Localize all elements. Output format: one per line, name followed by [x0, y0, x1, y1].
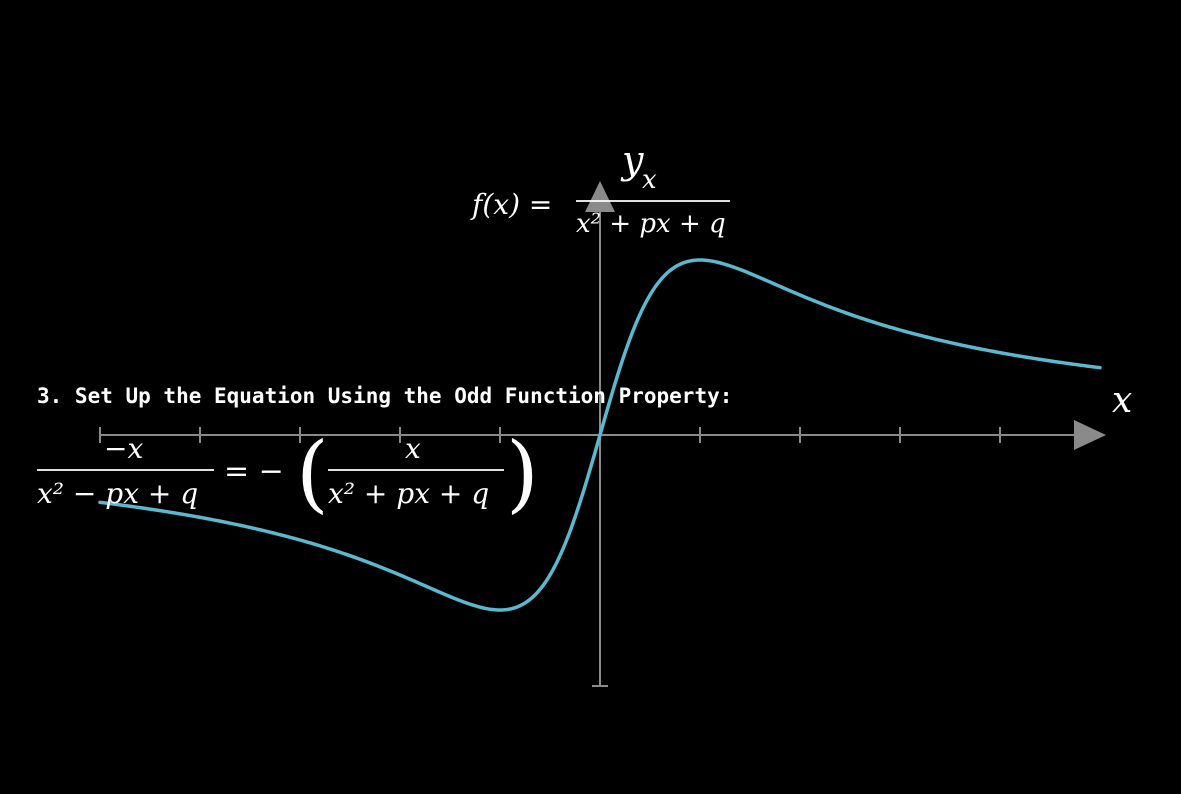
formula-numerator: x: [642, 165, 657, 195]
step-heading: 3. Set Up the Equation Using the Odd Fun…: [37, 384, 732, 408]
function-formula: f(x) = x x² + px + q: [470, 165, 730, 239]
odd-function-equation: −x x² − px + q = − ( x x² + px + q ): [37, 424, 539, 522]
open-paren: (: [296, 424, 329, 522]
right-numerator: x: [405, 432, 421, 465]
y-axis-arrow-icon: [585, 181, 615, 212]
right-denominator: x² + px + q: [328, 477, 489, 510]
x-axis-ticks: [99, 427, 1001, 443]
equals-minus: = −: [224, 454, 284, 489]
formula-lhs: f(x) =: [470, 188, 552, 221]
left-denominator: x² − px + q: [37, 477, 198, 510]
x-axis-label: x: [1112, 380, 1132, 421]
y-axis-label: y: [620, 138, 644, 182]
left-numerator: −x: [104, 432, 143, 465]
x-axis-arrow-icon: [1074, 420, 1106, 450]
close-paren: ): [506, 424, 539, 522]
function-curve: [98, 258, 1102, 612]
formula-denominator: x² + px + q: [576, 209, 726, 239]
axes: [99, 181, 1106, 687]
